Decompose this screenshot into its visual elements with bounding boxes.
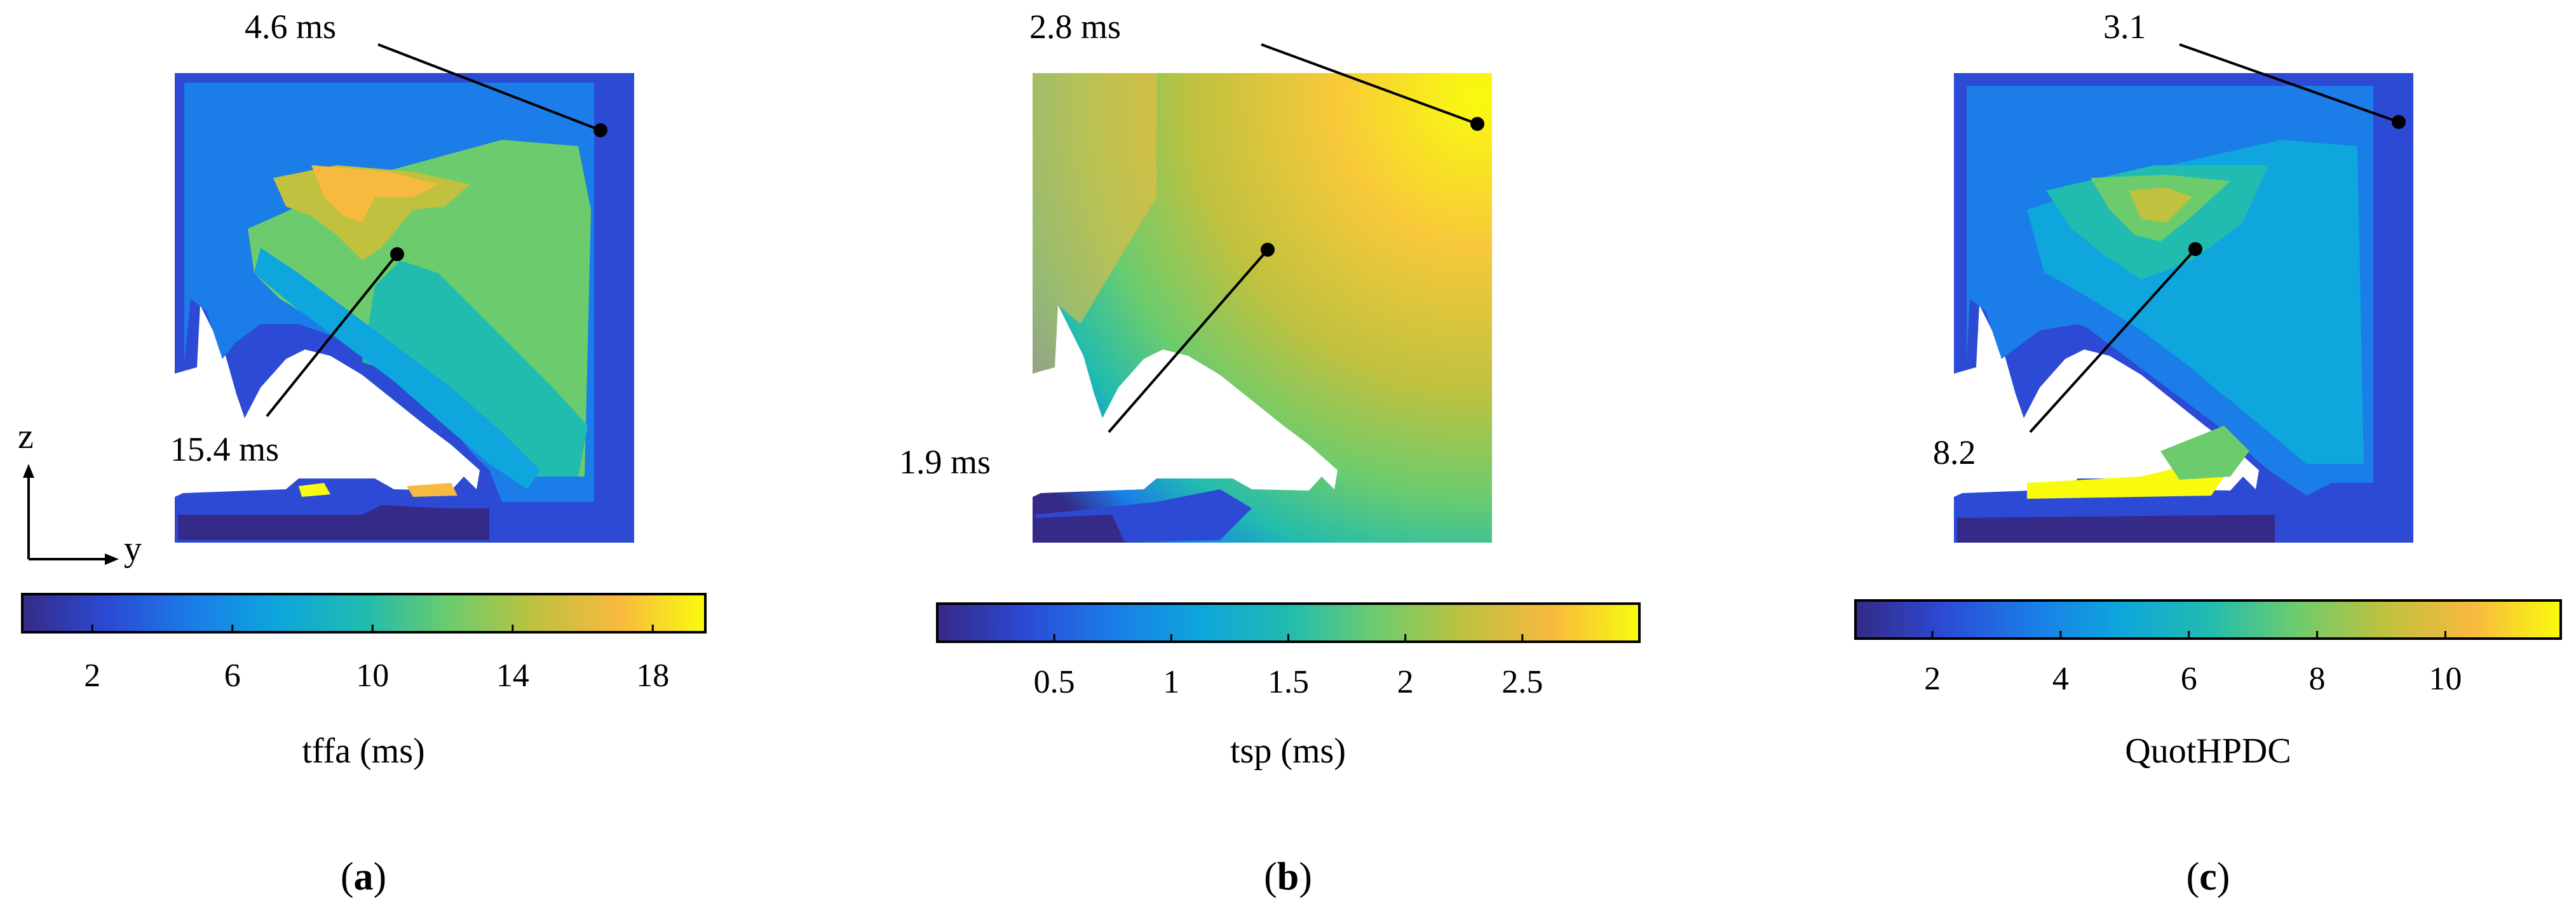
colorbar-tick-label: 14 bbox=[496, 658, 529, 694]
casting-region-a-teal bbox=[362, 261, 588, 477]
colorbar-title-b: tsp (ms) bbox=[1230, 731, 1346, 771]
colorbar-tick-label: 2 bbox=[1924, 661, 1941, 697]
annotation-label-a2: 15.4 ms bbox=[170, 430, 279, 468]
y-axis-label: y bbox=[124, 529, 142, 569]
panel-label-b: (b) bbox=[1264, 855, 1312, 898]
colorbar-tick-label: 1 bbox=[1163, 664, 1179, 700]
colorbar-ticks-b: 0.5 1 1.5 2 2.5 bbox=[1034, 634, 1543, 700]
annotation-point-c1 bbox=[2392, 115, 2406, 129]
annotation-line-c2 bbox=[2029, 248, 2197, 433]
annotation-line-b1 bbox=[1261, 43, 1478, 125]
colorbar-tick-label: 2.5 bbox=[1502, 664, 1543, 700]
casting-map-a bbox=[175, 73, 634, 543]
casting-region-a-runner bbox=[178, 505, 489, 540]
colorbar-title-c: QuotHPDC bbox=[2125, 731, 2291, 771]
panel-b: 2.8 ms 1.9 ms 0.5 1 1.5 2 2.5 tsp (ms) (b) bbox=[899, 8, 1641, 898]
annotation-point-b1 bbox=[1470, 117, 1484, 131]
colorbar-tick-label: 10 bbox=[2429, 661, 2462, 697]
casting-region-b-left bbox=[1033, 73, 1156, 374]
colorbar-ticks-a: 2 6 10 14 18 bbox=[84, 625, 669, 694]
annotation-point-a2 bbox=[390, 247, 404, 261]
casting-map-c bbox=[1954, 73, 2413, 543]
z-arrowhead bbox=[23, 464, 34, 478]
casting-region-a-orange bbox=[407, 483, 458, 497]
colorbar-tick-label: 1.5 bbox=[1268, 664, 1309, 700]
colorbar-tick-label: 6 bbox=[224, 658, 241, 694]
z-axis-label: z bbox=[18, 417, 34, 456]
panel-label-c: (c) bbox=[2186, 855, 2230, 898]
colorbar-tick-label: 0.5 bbox=[1034, 664, 1075, 700]
panel-c: 3.1 8.2 2 4 6 8 10 QuotHPDC (c) bbox=[1854, 8, 2562, 898]
casting-region-c-band bbox=[2040, 273, 2332, 496]
annotation-label-a1: 4.6 ms bbox=[245, 8, 336, 46]
annotation-label-b2: 1.9 ms bbox=[899, 443, 991, 481]
colorbar-tick-label: 2 bbox=[84, 658, 100, 694]
panel-label-a: (a) bbox=[341, 855, 386, 898]
casting-region-a-hotter bbox=[311, 165, 438, 222]
casting-region-a-band bbox=[254, 248, 540, 489]
annotation-label-c2: 8.2 bbox=[1933, 433, 1976, 471]
annotation-line-c1 bbox=[2179, 43, 2399, 123]
annotation-label-c1: 3.1 bbox=[2103, 8, 2146, 46]
colorbar-tick-label: 8 bbox=[2309, 661, 2326, 697]
colorbar-tick-label: 2 bbox=[1397, 664, 1414, 700]
casting-region-c-hotspot2 bbox=[2160, 426, 2249, 480]
annotation-line-a2 bbox=[266, 253, 398, 417]
casting-region-b-runner-dark bbox=[1036, 515, 1125, 543]
annotation-line-b2 bbox=[1108, 248, 1269, 433]
colorbar-tick-label: 4 bbox=[2052, 661, 2069, 697]
colorbar-c bbox=[1854, 599, 2562, 640]
colorbar-title-a: tffa (ms) bbox=[302, 731, 424, 771]
annotation-label-b1: 2.8 ms bbox=[1029, 8, 1121, 46]
colorbar-tick-label: 18 bbox=[636, 658, 669, 694]
annotation-line-a1 bbox=[377, 43, 601, 132]
panel-a: 4.6 ms 15.4 ms z y 2 6 10 14 18 tffa (ms) (a… bbox=[18, 8, 707, 898]
colorbar-ticks-c: 2 4 6 8 10 bbox=[1924, 631, 2462, 697]
annotation-point-c2 bbox=[2188, 242, 2202, 256]
casting-map-b bbox=[1033, 73, 1492, 543]
casting-region-a-yellow bbox=[299, 483, 330, 497]
casting-region-c-olive bbox=[2129, 187, 2192, 222]
colorbar-a bbox=[21, 593, 707, 634]
colorbar-tick-label: 6 bbox=[2181, 661, 2197, 697]
colorbar-tick-label: 10 bbox=[356, 658, 389, 694]
casting-region-c-runner bbox=[1957, 515, 2275, 543]
axes-indicator: z y bbox=[18, 417, 142, 569]
annotation-point-b2 bbox=[1261, 243, 1275, 257]
y-arrowhead bbox=[105, 553, 119, 565]
annotation-point-a1 bbox=[593, 123, 607, 137]
